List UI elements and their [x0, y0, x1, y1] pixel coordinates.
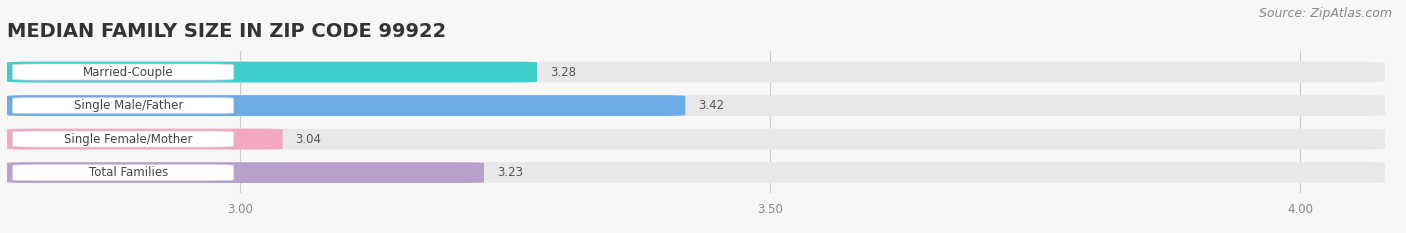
FancyBboxPatch shape: [7, 162, 1385, 183]
Text: MEDIAN FAMILY SIZE IN ZIP CODE 99922: MEDIAN FAMILY SIZE IN ZIP CODE 99922: [7, 22, 446, 41]
Text: 3.42: 3.42: [699, 99, 724, 112]
FancyBboxPatch shape: [7, 62, 537, 82]
FancyBboxPatch shape: [7, 162, 484, 183]
Text: 3.28: 3.28: [550, 65, 575, 79]
Text: Single Male/Father: Single Male/Father: [73, 99, 183, 112]
Text: 3.23: 3.23: [496, 166, 523, 179]
FancyBboxPatch shape: [7, 62, 1385, 82]
FancyBboxPatch shape: [7, 129, 1385, 150]
FancyBboxPatch shape: [7, 95, 1385, 116]
Text: Source: ZipAtlas.com: Source: ZipAtlas.com: [1258, 7, 1392, 20]
FancyBboxPatch shape: [13, 164, 233, 181]
Text: Single Female/Mother: Single Female/Mother: [65, 133, 193, 146]
FancyBboxPatch shape: [13, 97, 233, 114]
FancyBboxPatch shape: [13, 131, 233, 147]
Text: 3.04: 3.04: [295, 133, 322, 146]
Text: Total Families: Total Families: [89, 166, 167, 179]
FancyBboxPatch shape: [13, 64, 233, 80]
FancyBboxPatch shape: [7, 129, 283, 150]
FancyBboxPatch shape: [7, 95, 685, 116]
Text: Married-Couple: Married-Couple: [83, 65, 174, 79]
